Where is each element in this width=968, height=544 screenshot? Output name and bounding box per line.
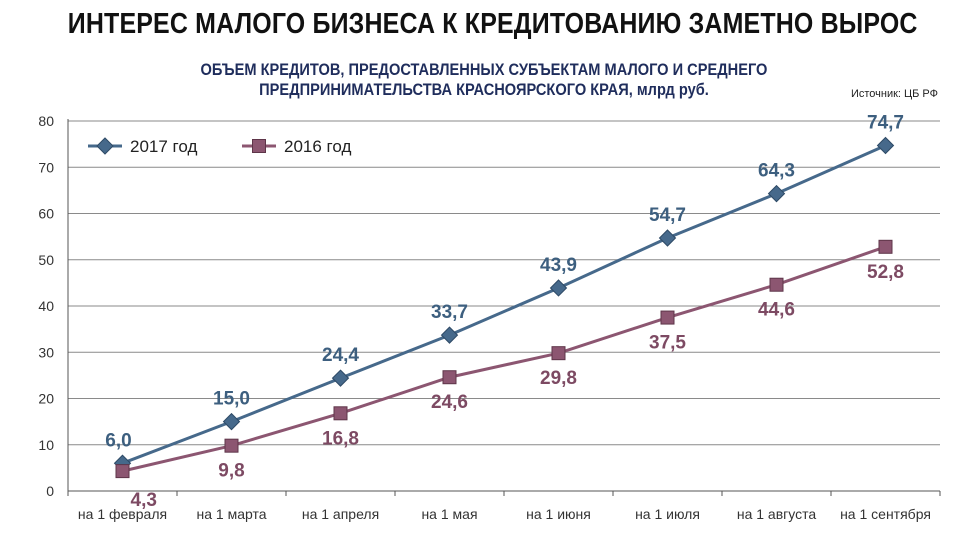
data-label: 29,8 — [540, 368, 577, 389]
data-label: 64,3 — [758, 161, 795, 182]
data-point-marker — [224, 438, 239, 453]
data-label: 15,0 — [213, 389, 250, 410]
legend-label: 2017 год — [130, 137, 197, 156]
source-note: Источник: ЦБ РФ — [850, 88, 938, 100]
y-tick-label: 10 — [38, 437, 54, 453]
data-point-marker — [658, 229, 677, 247]
y-tick-label: 40 — [38, 298, 54, 314]
data-point-marker — [769, 277, 784, 292]
x-tick-label: на 1 июля — [635, 506, 700, 522]
data-point-marker — [551, 346, 566, 361]
chart-title: ИНТЕРЕС МАЛОГО БИЗНЕСА К КРЕДИТОВАНИЮ ЗА… — [67, 8, 918, 40]
chart-subtitle-line1: ОБЪЕМ КРЕДИТОВ, ПРЕДОСТАВЛЕННЫХ СУБЪЕКТА… — [200, 60, 768, 79]
data-point-marker — [440, 326, 459, 344]
data-label: 16,8 — [322, 428, 359, 449]
legend-marker-1 — [252, 139, 266, 153]
data-point-marker — [878, 239, 893, 254]
data-label: 74,7 — [867, 113, 904, 134]
y-tick-label: 70 — [38, 159, 54, 175]
data-label: 37,5 — [649, 333, 686, 354]
data-point-marker — [660, 310, 675, 325]
y-tick-label: 20 — [38, 391, 54, 407]
data-point-marker — [876, 136, 895, 155]
data-point-marker — [115, 464, 130, 479]
data-label: 54,7 — [649, 205, 686, 226]
x-tick-label: на 1 февраля — [78, 506, 167, 522]
data-label: 43,9 — [540, 255, 577, 276]
y-tick-label: 60 — [38, 206, 54, 222]
chart-subtitle-line2: ПРЕДПРИНИМАТЕЛЬСТВА КРАСНОЯРСКОГО КРАЯ, … — [259, 80, 709, 99]
data-point-marker — [333, 406, 348, 421]
y-tick-label: 50 — [38, 252, 54, 268]
y-tick-label: 30 — [38, 344, 54, 360]
series-line-1 — [122, 245, 886, 473]
y-tick-label: 80 — [38, 113, 54, 129]
y-tick-label: 0 — [46, 483, 54, 499]
data-point-marker — [767, 184, 786, 203]
legend-label: 2016 год — [284, 137, 351, 156]
x-tick-label: на 1 сентября — [840, 506, 931, 522]
data-label: 6,0 — [105, 430, 131, 451]
data-point-marker — [442, 370, 457, 385]
data-point-marker — [331, 369, 350, 387]
x-tick-label: на 1 марта — [196, 506, 266, 522]
data-point-marker — [222, 412, 241, 431]
x-tick-label: на 1 апреля — [302, 506, 379, 522]
legend-marker-0 — [96, 137, 114, 155]
x-tick-label: на 1 июня — [526, 506, 591, 522]
data-label: 33,7 — [431, 302, 468, 323]
data-label: 9,8 — [218, 461, 244, 482]
data-label: 4,3 — [131, 490, 157, 511]
series-line-0 — [121, 144, 887, 465]
data-label: 52,8 — [867, 262, 904, 283]
data-point-marker — [549, 279, 568, 297]
x-tick-label: на 1 мая — [421, 506, 477, 522]
data-label: 44,6 — [758, 300, 795, 321]
data-label: 24,4 — [322, 345, 359, 366]
data-label: 24,6 — [431, 392, 468, 413]
x-tick-label: на 1 августа — [737, 506, 817, 522]
